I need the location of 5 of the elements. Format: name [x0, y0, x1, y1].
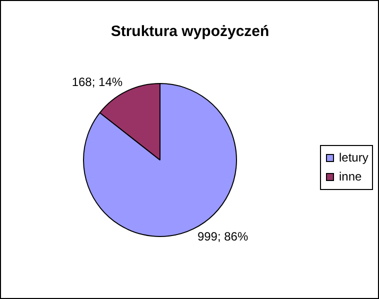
chart-title: Struktura wypożyczeń — [110, 23, 270, 40]
legend-label: letury — [339, 150, 368, 164]
data-label: 168; 14% — [72, 75, 123, 90]
legend-label: inne — [339, 169, 362, 184]
data-label: 999; 86% — [197, 229, 248, 244]
